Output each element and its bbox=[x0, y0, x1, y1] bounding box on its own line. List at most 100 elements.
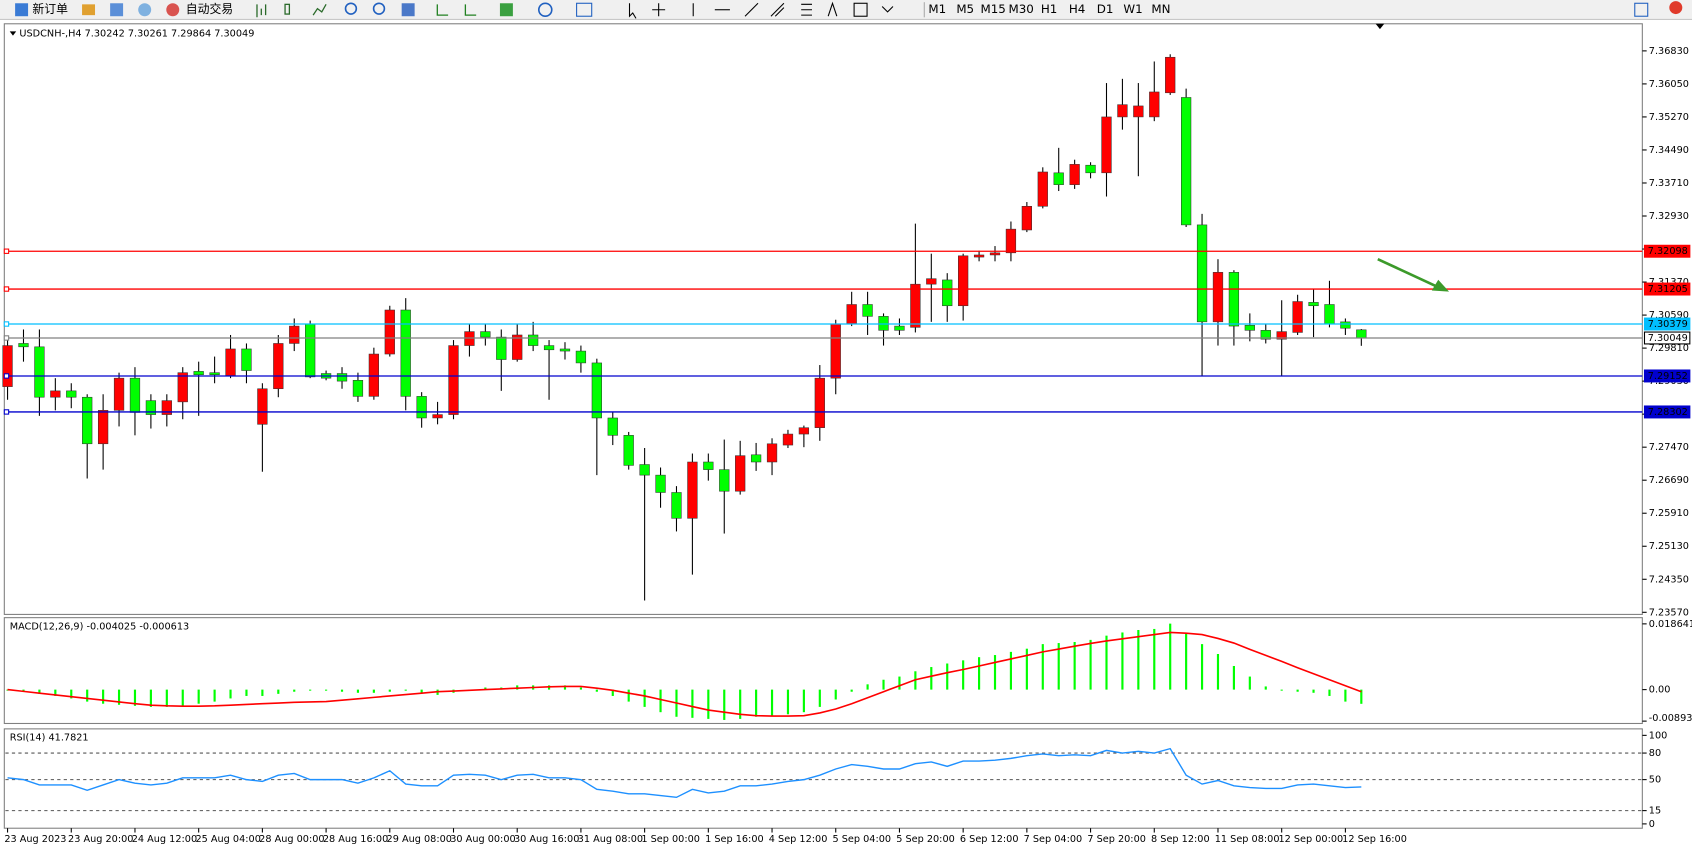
candle-body-down bbox=[145, 400, 157, 415]
y-tick-label: 7.34490 bbox=[1649, 145, 1689, 156]
candle-body-up bbox=[798, 427, 810, 435]
tile-icon[interactable] bbox=[401, 3, 415, 17]
level-label: 7.28302 bbox=[1648, 407, 1688, 418]
trendline-icon[interactable] bbox=[744, 2, 759, 17]
notification-badge[interactable] bbox=[1669, 1, 1683, 15]
search-icon[interactable] bbox=[1634, 2, 1649, 17]
candle-body-up bbox=[1037, 171, 1048, 207]
candle-body-up bbox=[910, 283, 921, 328]
timeframe-button[interactable]: MN bbox=[1151, 2, 1170, 16]
candle-body-up bbox=[1069, 164, 1080, 185]
x-tick-label: 12 Sep 00:00 bbox=[1278, 834, 1343, 845]
candle-body-up bbox=[1117, 104, 1128, 118]
y-tick-label: 7.23570 bbox=[1649, 607, 1689, 618]
candle-body-down bbox=[1180, 97, 1192, 226]
timeframe-button[interactable]: M5 bbox=[956, 2, 974, 16]
scroll-icon[interactable] bbox=[436, 4, 449, 16]
candle-body-down bbox=[862, 304, 873, 317]
x-tick-label: 1 Sep 00:00 bbox=[641, 834, 700, 845]
timeframe-button[interactable]: H4 bbox=[1069, 2, 1085, 16]
timeframe-button[interactable]: M15 bbox=[981, 2, 1006, 16]
candle-body-up bbox=[782, 433, 794, 446]
level-handle bbox=[3, 373, 10, 379]
y-tick-label: -0.008934 bbox=[1649, 713, 1692, 724]
candle-body-up bbox=[1021, 205, 1032, 231]
level-label: 7.29152 bbox=[1648, 371, 1688, 382]
level-handle bbox=[3, 248, 10, 254]
channel-icon[interactable] bbox=[770, 2, 785, 17]
bar-chart-icon[interactable] bbox=[256, 4, 267, 18]
arrow-shaft bbox=[1377, 257, 1437, 288]
auto-trading-icon[interactable] bbox=[166, 3, 180, 17]
main-panel bbox=[3, 23, 1643, 615]
crosshair-icon[interactable] bbox=[652, 3, 666, 17]
x-tick-label: 23 Aug 2023 bbox=[4, 834, 66, 845]
candle-body-down bbox=[18, 343, 29, 348]
templates-icon[interactable] bbox=[576, 2, 593, 17]
level-label-box bbox=[1643, 369, 1691, 383]
y-tick-label: 100 bbox=[1649, 730, 1668, 741]
y-tick-label: 7.24350 bbox=[1649, 574, 1689, 585]
shift-icon[interactable] bbox=[464, 4, 477, 16]
candle-body-down bbox=[671, 492, 682, 519]
plot-layer: 7.36830 7.36050 7.35270 7.34490 7.33710 7.329… bbox=[2, 46, 1692, 845]
candle-body-up bbox=[846, 304, 857, 325]
y-tick-label: 7.25910 bbox=[1649, 508, 1689, 519]
macd-panel bbox=[3, 617, 1643, 725]
level-label-box bbox=[1643, 244, 1691, 258]
timeframe-button[interactable]: M1 bbox=[928, 2, 946, 16]
candle-body-up bbox=[1133, 105, 1144, 118]
candle-body-up bbox=[257, 388, 268, 425]
candle-body-down bbox=[241, 348, 252, 371]
x-tick-label: 11 Sep 08:00 bbox=[1215, 834, 1280, 845]
candle-body-down bbox=[1324, 304, 1335, 325]
text-icon[interactable] bbox=[827, 1, 838, 17]
new-order-icon[interactable] bbox=[15, 3, 29, 17]
symbol-menu-arrow[interactable] bbox=[9, 31, 17, 36]
candle-body-up bbox=[177, 372, 188, 403]
timeframe-button[interactable]: D1 bbox=[1097, 2, 1114, 16]
fibo-icon[interactable] bbox=[801, 3, 812, 16]
tool-icon[interactable] bbox=[138, 3, 152, 17]
level-label-box bbox=[1643, 282, 1691, 296]
candle-body-down bbox=[639, 464, 650, 476]
candle-body-up bbox=[368, 353, 379, 397]
label-icon[interactable] bbox=[853, 2, 868, 17]
candle-body-down bbox=[607, 417, 618, 436]
line-icon[interactable] bbox=[312, 4, 327, 16]
tool-icon[interactable] bbox=[110, 3, 124, 17]
periods-icon[interactable] bbox=[537, 2, 553, 18]
cursor-icon[interactable] bbox=[628, 3, 637, 19]
level-label-box bbox=[1643, 317, 1691, 331]
candle-body-down bbox=[543, 345, 555, 351]
rsi-panel bbox=[3, 728, 1643, 829]
candle-body-up bbox=[1212, 272, 1224, 323]
x-tick-label: 29 Aug 08:00 bbox=[387, 834, 452, 845]
candle-body-down bbox=[209, 372, 220, 376]
new-order-button[interactable]: 新订单 bbox=[32, 2, 68, 16]
chart-type-icons[interactable] bbox=[256, 3, 327, 18]
zoom-out-icon[interactable] bbox=[372, 2, 386, 15]
y-tick-label: 7.29810 bbox=[1649, 343, 1689, 354]
x-tick-label: 5 Sep 20:00 bbox=[896, 834, 955, 845]
zoom-in-icon[interactable] bbox=[344, 2, 358, 15]
candle-body-up bbox=[814, 377, 825, 428]
toolbar-bg bbox=[0, 0, 1692, 20]
tool-icon[interactable] bbox=[82, 4, 96, 16]
timeframe-button[interactable]: H1 bbox=[1041, 2, 1057, 16]
candle-body-down bbox=[496, 336, 507, 360]
candle-body-up bbox=[50, 390, 61, 398]
candle-body-down bbox=[336, 373, 348, 382]
candle-body-up bbox=[113, 377, 125, 411]
candle-body-down bbox=[1228, 272, 1240, 327]
timeframe-button[interactable]: W1 bbox=[1123, 2, 1142, 16]
arrows-icon[interactable] bbox=[881, 6, 894, 13]
y-tick-label: 0.00 bbox=[1649, 685, 1671, 696]
level-label: 7.32098 bbox=[1648, 246, 1688, 257]
rsi-line bbox=[7, 747, 1362, 799]
candle-icon[interactable] bbox=[284, 3, 291, 15]
candle-body-down bbox=[1356, 329, 1367, 339]
auto-trading-button[interactable]: 自动交易 bbox=[186, 2, 233, 16]
timeframe-button[interactable]: M30 bbox=[1008, 2, 1033, 16]
indicators-icon[interactable] bbox=[499, 3, 513, 17]
